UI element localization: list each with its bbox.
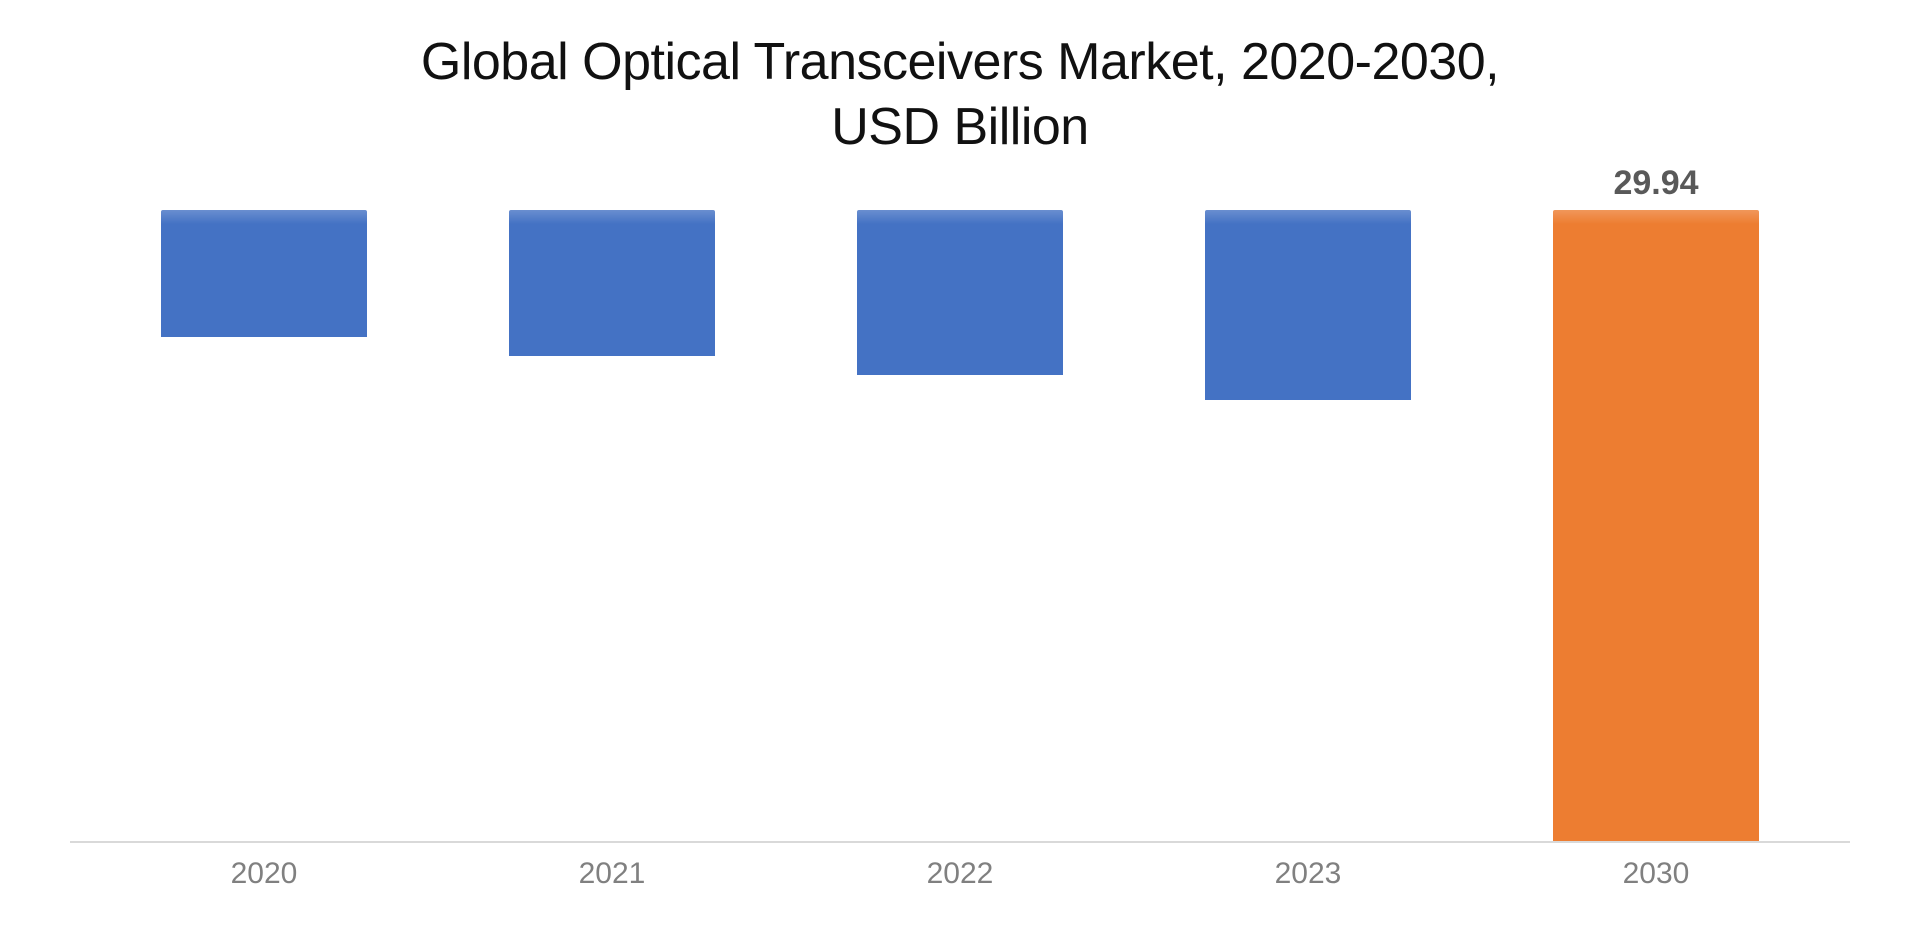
x-label-2030: 2030 bbox=[1482, 857, 1830, 891]
chart-title-line-1: Global Optical Transceivers Market, 2020… bbox=[421, 33, 1499, 91]
chart-title-line-2: USD Billion bbox=[831, 98, 1088, 156]
bar-2021 bbox=[509, 210, 714, 356]
bar-slot bbox=[1134, 210, 1482, 843]
bar-slot bbox=[90, 210, 438, 843]
plot-area: 29.94 20202021202220232030 bbox=[70, 210, 1850, 903]
x-axis-labels: 20202021202220232030 bbox=[70, 843, 1850, 903]
bar-slot bbox=[438, 210, 786, 843]
bars-container: 29.94 bbox=[70, 210, 1850, 843]
x-label-2023: 2023 bbox=[1134, 857, 1482, 891]
bar-2030: 29.94 bbox=[1553, 210, 1758, 843]
market-bar-chart: Global Optical Transceivers Market, 2020… bbox=[0, 0, 1920, 943]
x-label-2022: 2022 bbox=[786, 857, 1134, 891]
chart-title: Global Optical Transceivers Market, 2020… bbox=[70, 30, 1850, 160]
x-label-2020: 2020 bbox=[90, 857, 438, 891]
bar-2020 bbox=[161, 210, 366, 337]
bar-slot bbox=[786, 210, 1134, 843]
bar-2023 bbox=[1205, 210, 1410, 400]
bar-2022 bbox=[857, 210, 1062, 375]
value-label-2030: 29.94 bbox=[1613, 164, 1698, 203]
bar-slot: 29.94 bbox=[1482, 210, 1830, 843]
x-label-2021: 2021 bbox=[438, 857, 786, 891]
